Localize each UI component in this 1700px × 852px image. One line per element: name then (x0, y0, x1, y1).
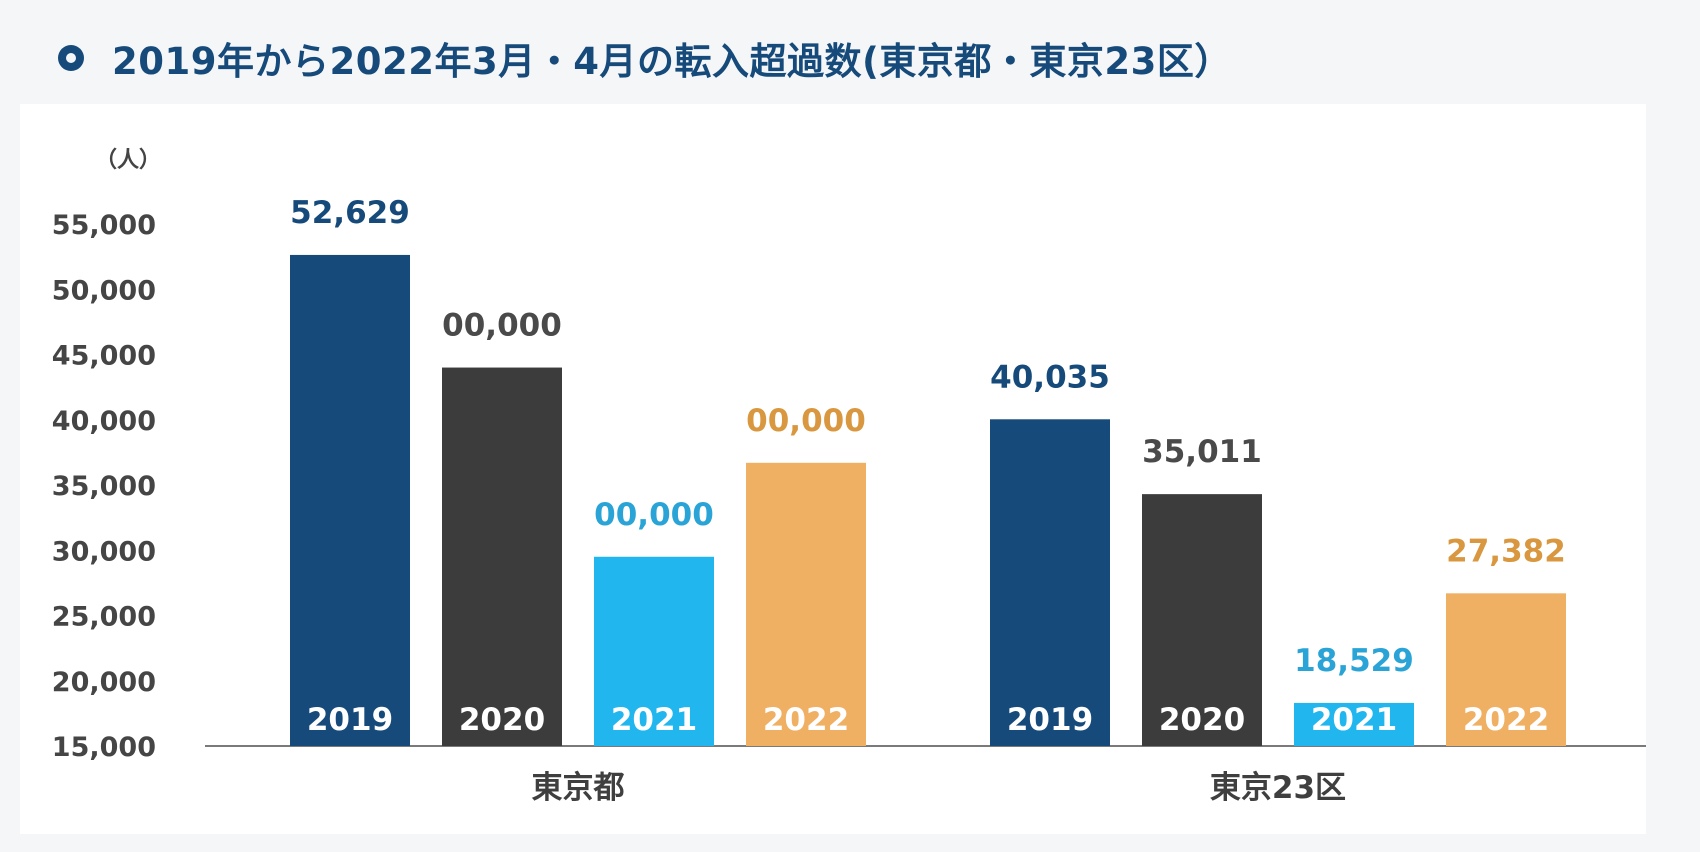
y-tick-label: 50,000 (52, 275, 156, 306)
y-tick-label: 45,000 (52, 341, 156, 372)
data-label: 52,629 (290, 195, 410, 231)
y-tick-label: 55,000 (52, 210, 156, 241)
bar (746, 462, 866, 746)
bar (442, 367, 562, 746)
data-label: 40,035 (990, 359, 1110, 395)
bar-year-label: 2022 (763, 702, 849, 738)
data-label: 18,529 (1294, 643, 1414, 679)
x-category-label: 東京都 (532, 770, 625, 806)
bar (594, 556, 714, 746)
y-tick-label: 40,000 (52, 406, 156, 437)
data-label: 27,382 (1446, 533, 1566, 569)
bar (1294, 702, 1414, 746)
data-label: 00,000 (594, 497, 714, 533)
data-label: 35,011 (1142, 434, 1262, 470)
bar (1142, 494, 1262, 746)
bar-year-label: 2019 (307, 702, 393, 738)
bar-year-label: 2021 (611, 702, 697, 738)
chart-title: 2019年から2022年3月・4月の転入超過数(東京都・東京23区） (112, 40, 1232, 83)
bar-year-label: 2022 (1463, 702, 1549, 738)
bar-year-label: 2019 (1007, 702, 1093, 738)
y-tick-label: 25,000 (52, 602, 156, 633)
data-label: 00,000 (442, 308, 562, 344)
x-category-label: 東京23区 (1210, 770, 1346, 806)
bar (990, 419, 1110, 746)
bullet-icon (58, 45, 84, 71)
data-label: 00,000 (746, 403, 866, 439)
bar-year-label: 2021 (1311, 702, 1397, 738)
bar-year-label: 2020 (1159, 702, 1245, 738)
y-tick-label: 30,000 (52, 536, 156, 567)
y-tick-label: 35,000 (52, 471, 156, 502)
bar (1446, 593, 1566, 746)
y-tick-label: 20,000 (52, 667, 156, 698)
bar-year-label: 2020 (459, 702, 545, 738)
y-axis-unit-label: （人） (95, 148, 161, 173)
bar (290, 254, 410, 747)
chart-title-row: 2019年から2022年3月・4月の転入超過数(東京都・東京23区） (58, 22, 1232, 94)
y-tick-label: 15,000 (52, 732, 156, 763)
